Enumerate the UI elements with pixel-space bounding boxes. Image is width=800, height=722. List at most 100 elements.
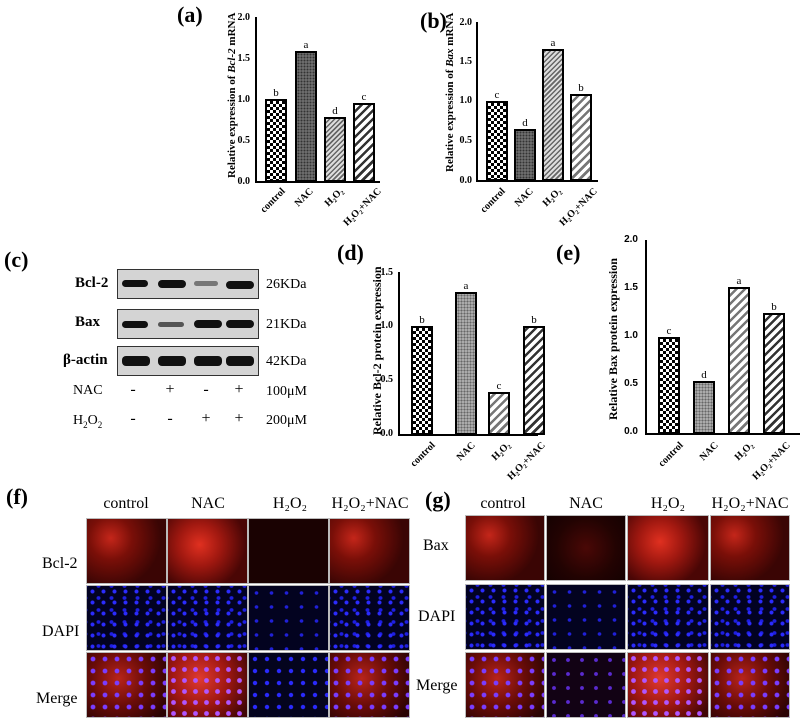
blot-size-bcl2: 26KDa xyxy=(266,277,307,292)
x-axis xyxy=(398,434,538,436)
row-label: Bax xyxy=(423,537,449,554)
image-bax-h2o2 xyxy=(627,515,709,581)
ytick: 1.0 xyxy=(237,94,251,105)
bar-nac xyxy=(455,292,477,435)
ytick: 0.0 xyxy=(380,428,394,439)
panel-label-f: (f) xyxy=(6,484,28,509)
x-axis xyxy=(255,181,380,183)
ytick: 1.0 xyxy=(459,95,473,106)
blot-actin xyxy=(117,346,259,376)
ytick: 0.5 xyxy=(237,135,251,146)
sign: - xyxy=(130,410,136,427)
image-dapi-h2o2-nac xyxy=(329,585,410,651)
sig-letter: b xyxy=(531,314,537,326)
bar-h2o2 xyxy=(488,392,510,435)
blot-bax xyxy=(117,309,259,339)
image-dapi-h2o2 xyxy=(248,585,329,651)
sign: + xyxy=(234,381,244,398)
blot-bcl2 xyxy=(117,269,259,299)
sign: + xyxy=(165,381,175,398)
bar-h2o2-nac xyxy=(523,326,545,435)
blot-label-bax: Bax xyxy=(75,314,101,330)
row-label: DAPI xyxy=(42,623,80,640)
blot-size-actin: 42KDa xyxy=(266,354,307,369)
x-axis xyxy=(645,433,800,435)
panel-label-b: (b) xyxy=(420,8,447,33)
bar-h2o2 xyxy=(324,117,346,182)
sig-letter: c xyxy=(496,380,502,392)
treatment-h2o2-dose: 200μM xyxy=(266,413,307,428)
image-dapi-control xyxy=(86,585,167,651)
sign: + xyxy=(234,410,244,427)
image-bax-nac xyxy=(546,515,626,581)
image-merge-nac xyxy=(167,652,248,718)
bar-nac xyxy=(514,129,536,181)
image-merge-h2o2-nac xyxy=(710,652,790,718)
ytick: 2.0 xyxy=(237,12,251,23)
image-dapi-h2o2 xyxy=(627,584,709,650)
sig-letter: b xyxy=(273,87,279,99)
image-bcl2-nac xyxy=(167,518,248,584)
ytick: 0.0 xyxy=(624,426,638,437)
image-dapi-h2o2-nac xyxy=(710,584,790,650)
ytick: 1.5 xyxy=(237,53,251,64)
sig-letter: a xyxy=(736,275,742,287)
row-label: Bcl-2 xyxy=(42,555,78,572)
treatment-nac-dose: 100μM xyxy=(266,384,307,399)
row-label: Merge xyxy=(36,690,78,707)
image-merge-control xyxy=(86,652,167,718)
sign: - xyxy=(203,381,209,398)
sig-letter: b xyxy=(578,82,584,94)
bar-h2o2 xyxy=(542,49,564,181)
col-label: control xyxy=(103,495,149,512)
sig-letter: a xyxy=(303,39,309,51)
bar-nac xyxy=(295,51,317,182)
blot-label-actin: β-actin xyxy=(63,352,108,368)
chart-e-bax-protein: Relative Bax protein expression 2.0 1.5 … xyxy=(606,234,800,482)
sig-letter: d xyxy=(701,369,707,381)
sig-letter: a xyxy=(463,280,469,292)
ytick: 0.5 xyxy=(624,378,638,389)
sig-letter: d xyxy=(332,105,338,117)
bar-control xyxy=(411,326,433,435)
panel-label-c: (c) xyxy=(4,247,29,272)
y-axis xyxy=(255,17,257,183)
y-axis xyxy=(398,272,400,436)
bar-control xyxy=(486,101,508,181)
image-bcl2-control xyxy=(86,518,167,584)
panel-label-e: (e) xyxy=(556,240,581,265)
panel-label-d: (d) xyxy=(337,240,364,265)
chart-a-bcl2-mrna: Relative expression of Bcl-2 mRNA 2.0 1.… xyxy=(0,0,400,235)
panel-label-a: (a) xyxy=(177,2,203,27)
bar-control xyxy=(265,99,287,182)
bar-h2o2-nac xyxy=(570,94,592,181)
sig-letter: c xyxy=(361,91,367,103)
sig-letter: c xyxy=(666,325,672,337)
image-bax-control xyxy=(465,515,545,581)
image-dapi-nac xyxy=(167,585,248,651)
bar-h2o2-nac xyxy=(763,313,785,434)
col-label: NAC xyxy=(569,495,603,512)
sig-letter: d xyxy=(522,117,528,129)
ytick: 1.5 xyxy=(380,267,394,278)
sign: - xyxy=(167,410,173,427)
col-label: H₂O₂+NAC xyxy=(711,495,789,512)
blot-label-bcl2: Bcl-2 xyxy=(75,275,109,291)
image-bax-h2o2-nac xyxy=(710,515,790,581)
y-axis xyxy=(476,22,478,182)
bar-nac xyxy=(693,381,715,434)
image-merge-h2o2 xyxy=(627,652,709,718)
image-bcl2-h2o2-nac xyxy=(329,518,410,584)
panel-label-g: (g) xyxy=(425,487,451,512)
ytick: 0.5 xyxy=(380,374,394,385)
ytick: 0.0 xyxy=(237,176,251,187)
col-label: NAC xyxy=(191,495,225,512)
blot-size-bax: 21KDa xyxy=(266,317,307,332)
ytick: 1.5 xyxy=(459,56,473,67)
bar-control xyxy=(658,337,680,434)
image-merge-h2o2 xyxy=(248,652,329,718)
col-label: control xyxy=(480,495,526,512)
col-label: H₂O₂ xyxy=(272,495,308,512)
sig-letter: a xyxy=(550,37,556,49)
treatment-h2o2-label: H2O2 xyxy=(73,413,103,430)
